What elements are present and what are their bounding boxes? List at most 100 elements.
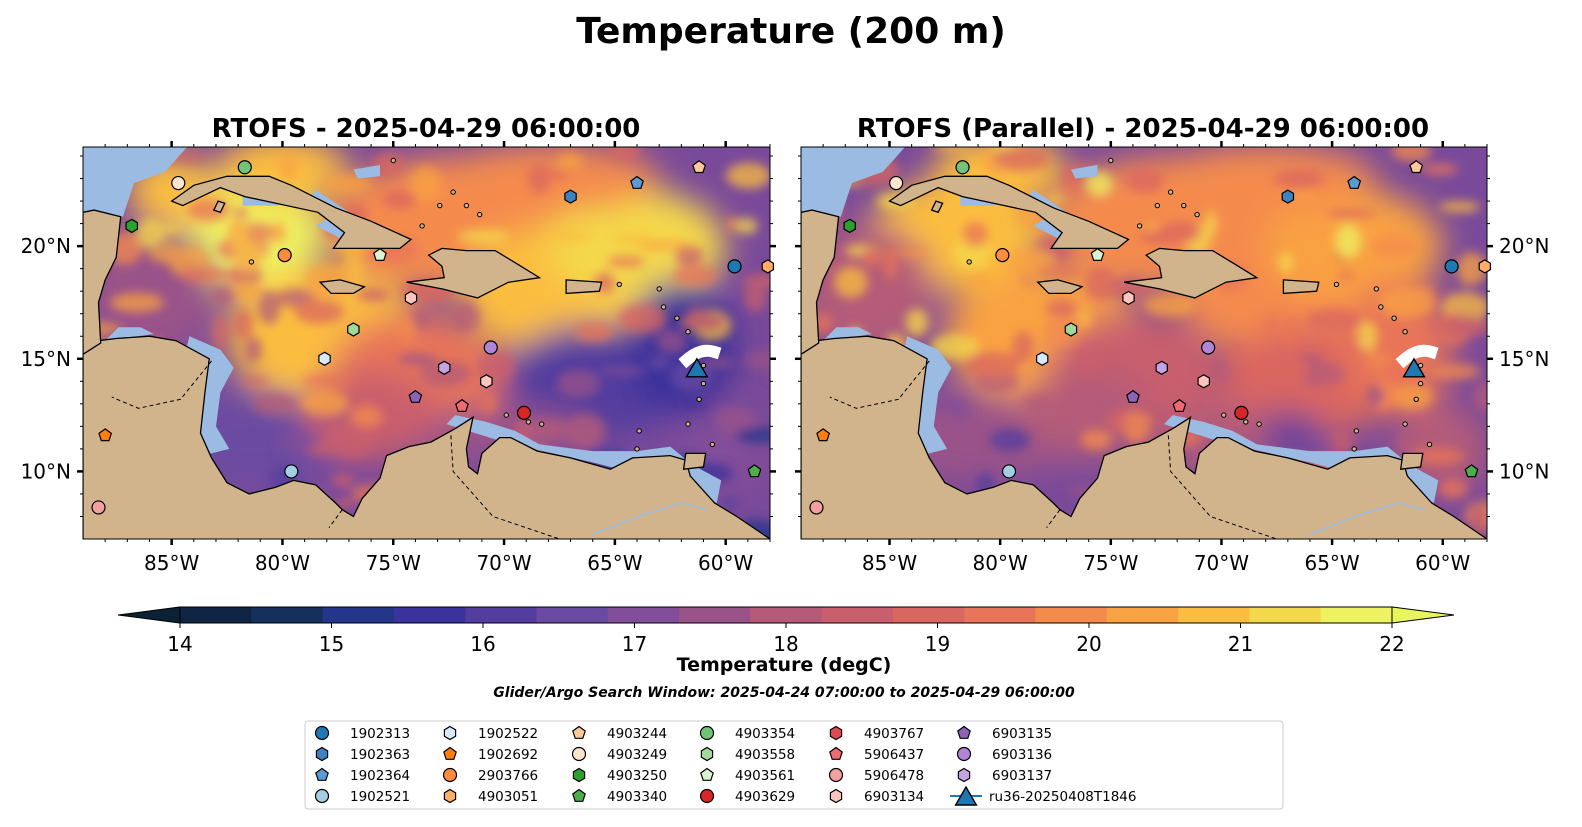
lon-tick-label: 60°W bbox=[698, 551, 753, 575]
island-13 bbox=[1256, 421, 1262, 427]
legend-label: 4903354 bbox=[735, 726, 795, 742]
float-4903244 bbox=[1409, 160, 1424, 174]
colorbar-band-2 bbox=[322, 607, 395, 623]
colorbar: 14 15 16 17 18 19 20 21 22 bbox=[117, 606, 1455, 656]
border-line bbox=[829, 360, 930, 409]
float-1902521 bbox=[284, 464, 299, 479]
colorbar-tick-label: 19 bbox=[925, 632, 950, 656]
legend-marker-pentagon bbox=[315, 767, 329, 781]
float-4903354 bbox=[955, 160, 970, 175]
island-24 bbox=[1194, 211, 1200, 218]
legend-marker-hexagon bbox=[443, 788, 457, 804]
legend-marker-hexagon bbox=[572, 767, 586, 783]
legend-marker-circle bbox=[314, 725, 330, 741]
colorbar-band-0 bbox=[180, 607, 252, 623]
lat-tick-label: 10°N bbox=[1499, 459, 1549, 483]
legend-label: ru36-20250408T1846 bbox=[989, 789, 1136, 805]
legend-marker-circle bbox=[442, 767, 458, 783]
float-markers bbox=[91, 160, 775, 515]
landmass-6 bbox=[1399, 452, 1424, 470]
legend-marker-pentagon bbox=[572, 788, 586, 802]
float-6903137 bbox=[1155, 360, 1168, 375]
legend-label: 4903244 bbox=[607, 726, 667, 742]
legend-marker-pentagon bbox=[572, 725, 586, 739]
island-24 bbox=[477, 211, 483, 218]
legend-marker-hexagon bbox=[315, 746, 329, 762]
lat-tick-label: 15°N bbox=[1499, 347, 1549, 371]
legend-frame bbox=[304, 720, 1284, 810]
float-markers bbox=[809, 160, 1492, 515]
legend-marker-hexagon bbox=[443, 725, 457, 741]
map-axes: 85°W 80°W 75°W 70°W 65°W 60°W 20°N 15°N 10°N bbox=[21, 141, 776, 575]
landmass-5 bbox=[565, 279, 603, 295]
island-14 bbox=[634, 446, 640, 452]
lon-tick-label: 70°W bbox=[476, 551, 531, 575]
float-1902364 bbox=[630, 175, 644, 189]
float-6903136 bbox=[483, 340, 498, 355]
island-0 bbox=[1333, 281, 1340, 288]
shallow-shelf-3 bbox=[1163, 415, 1439, 503]
shallow-shelf-4 bbox=[105, 327, 154, 341]
landmass-3 bbox=[318, 279, 367, 295]
island-8 bbox=[696, 396, 702, 402]
island-0 bbox=[616, 281, 622, 288]
colorbar-over-extend bbox=[1391, 606, 1455, 624]
island-15 bbox=[636, 428, 642, 434]
float-4903340 bbox=[747, 464, 762, 478]
panel-title: RTOFS (Parallel) - 2025-04-29 06:00:00 bbox=[857, 114, 1429, 144]
legend-label: 1902313 bbox=[350, 726, 410, 742]
float-2903766 bbox=[277, 248, 292, 263]
legend: 1902313 1902363 1902364 1902521 1902522 19026… bbox=[304, 720, 1284, 810]
float-6903134 bbox=[1197, 374, 1211, 389]
legend-entry: 4903767 bbox=[829, 725, 924, 742]
legend-entry: 1902521 bbox=[314, 788, 410, 805]
legend-entry: 1902313 bbox=[314, 725, 410, 742]
legend-label: 1902364 bbox=[350, 768, 410, 784]
legend-label: 6903135 bbox=[992, 726, 1052, 742]
legend-entry: 1902364 bbox=[315, 767, 410, 784]
float-1902692 bbox=[98, 428, 113, 442]
float-6903137 bbox=[438, 360, 451, 375]
island-11 bbox=[503, 412, 509, 418]
island-21 bbox=[419, 223, 425, 229]
colorbar-band-3 bbox=[393, 607, 466, 623]
glider-ru36-20250408T1846 bbox=[685, 357, 709, 378]
glider-track bbox=[1395, 344, 1439, 369]
float-1902522 bbox=[318, 351, 331, 366]
legend-label: 4903249 bbox=[607, 747, 667, 763]
legend-entry: 4903558 bbox=[700, 746, 795, 763]
float-5906478 bbox=[91, 500, 106, 515]
border-line bbox=[111, 360, 212, 409]
float-2903766 bbox=[995, 248, 1010, 263]
island-4 bbox=[1402, 329, 1408, 335]
float-1902363 bbox=[1281, 189, 1295, 204]
float-4903561 bbox=[373, 247, 387, 261]
legend-marker-hexagon bbox=[829, 725, 843, 741]
float-4903249 bbox=[171, 175, 186, 191]
float-5906437 bbox=[1172, 398, 1187, 412]
legend-entry: 4903354 bbox=[699, 725, 795, 742]
colorbar-band-1 bbox=[251, 607, 324, 623]
glider-track bbox=[678, 344, 722, 369]
float-1902313 bbox=[727, 259, 742, 274]
island-1 bbox=[656, 286, 662, 292]
island-20 bbox=[463, 202, 470, 209]
float-1902364 bbox=[1347, 175, 1362, 189]
shallow-shelf-6 bbox=[1071, 165, 1098, 179]
legend-marker-circle bbox=[699, 725, 715, 741]
colorbar-tick-label: 14 bbox=[167, 632, 192, 656]
island-16 bbox=[248, 259, 255, 265]
map-axes: 85°W 80°W 75°W 70°W 65°W 60°W 20°N 15°N 10°N bbox=[795, 141, 1549, 575]
legend-marker-circle bbox=[956, 746, 972, 762]
island-19 bbox=[1154, 202, 1161, 209]
float-5906437 bbox=[455, 398, 469, 412]
colorbar-band-10 bbox=[892, 607, 965, 623]
island-10 bbox=[709, 441, 716, 448]
lon-tick-label: 65°W bbox=[587, 551, 642, 575]
island-1 bbox=[1373, 286, 1380, 292]
colorbar-band-11 bbox=[964, 607, 1037, 623]
island-11 bbox=[1221, 412, 1227, 418]
float-4903051 bbox=[761, 259, 775, 274]
land-mask bbox=[83, 157, 770, 539]
legend-label: 1902363 bbox=[350, 747, 410, 763]
